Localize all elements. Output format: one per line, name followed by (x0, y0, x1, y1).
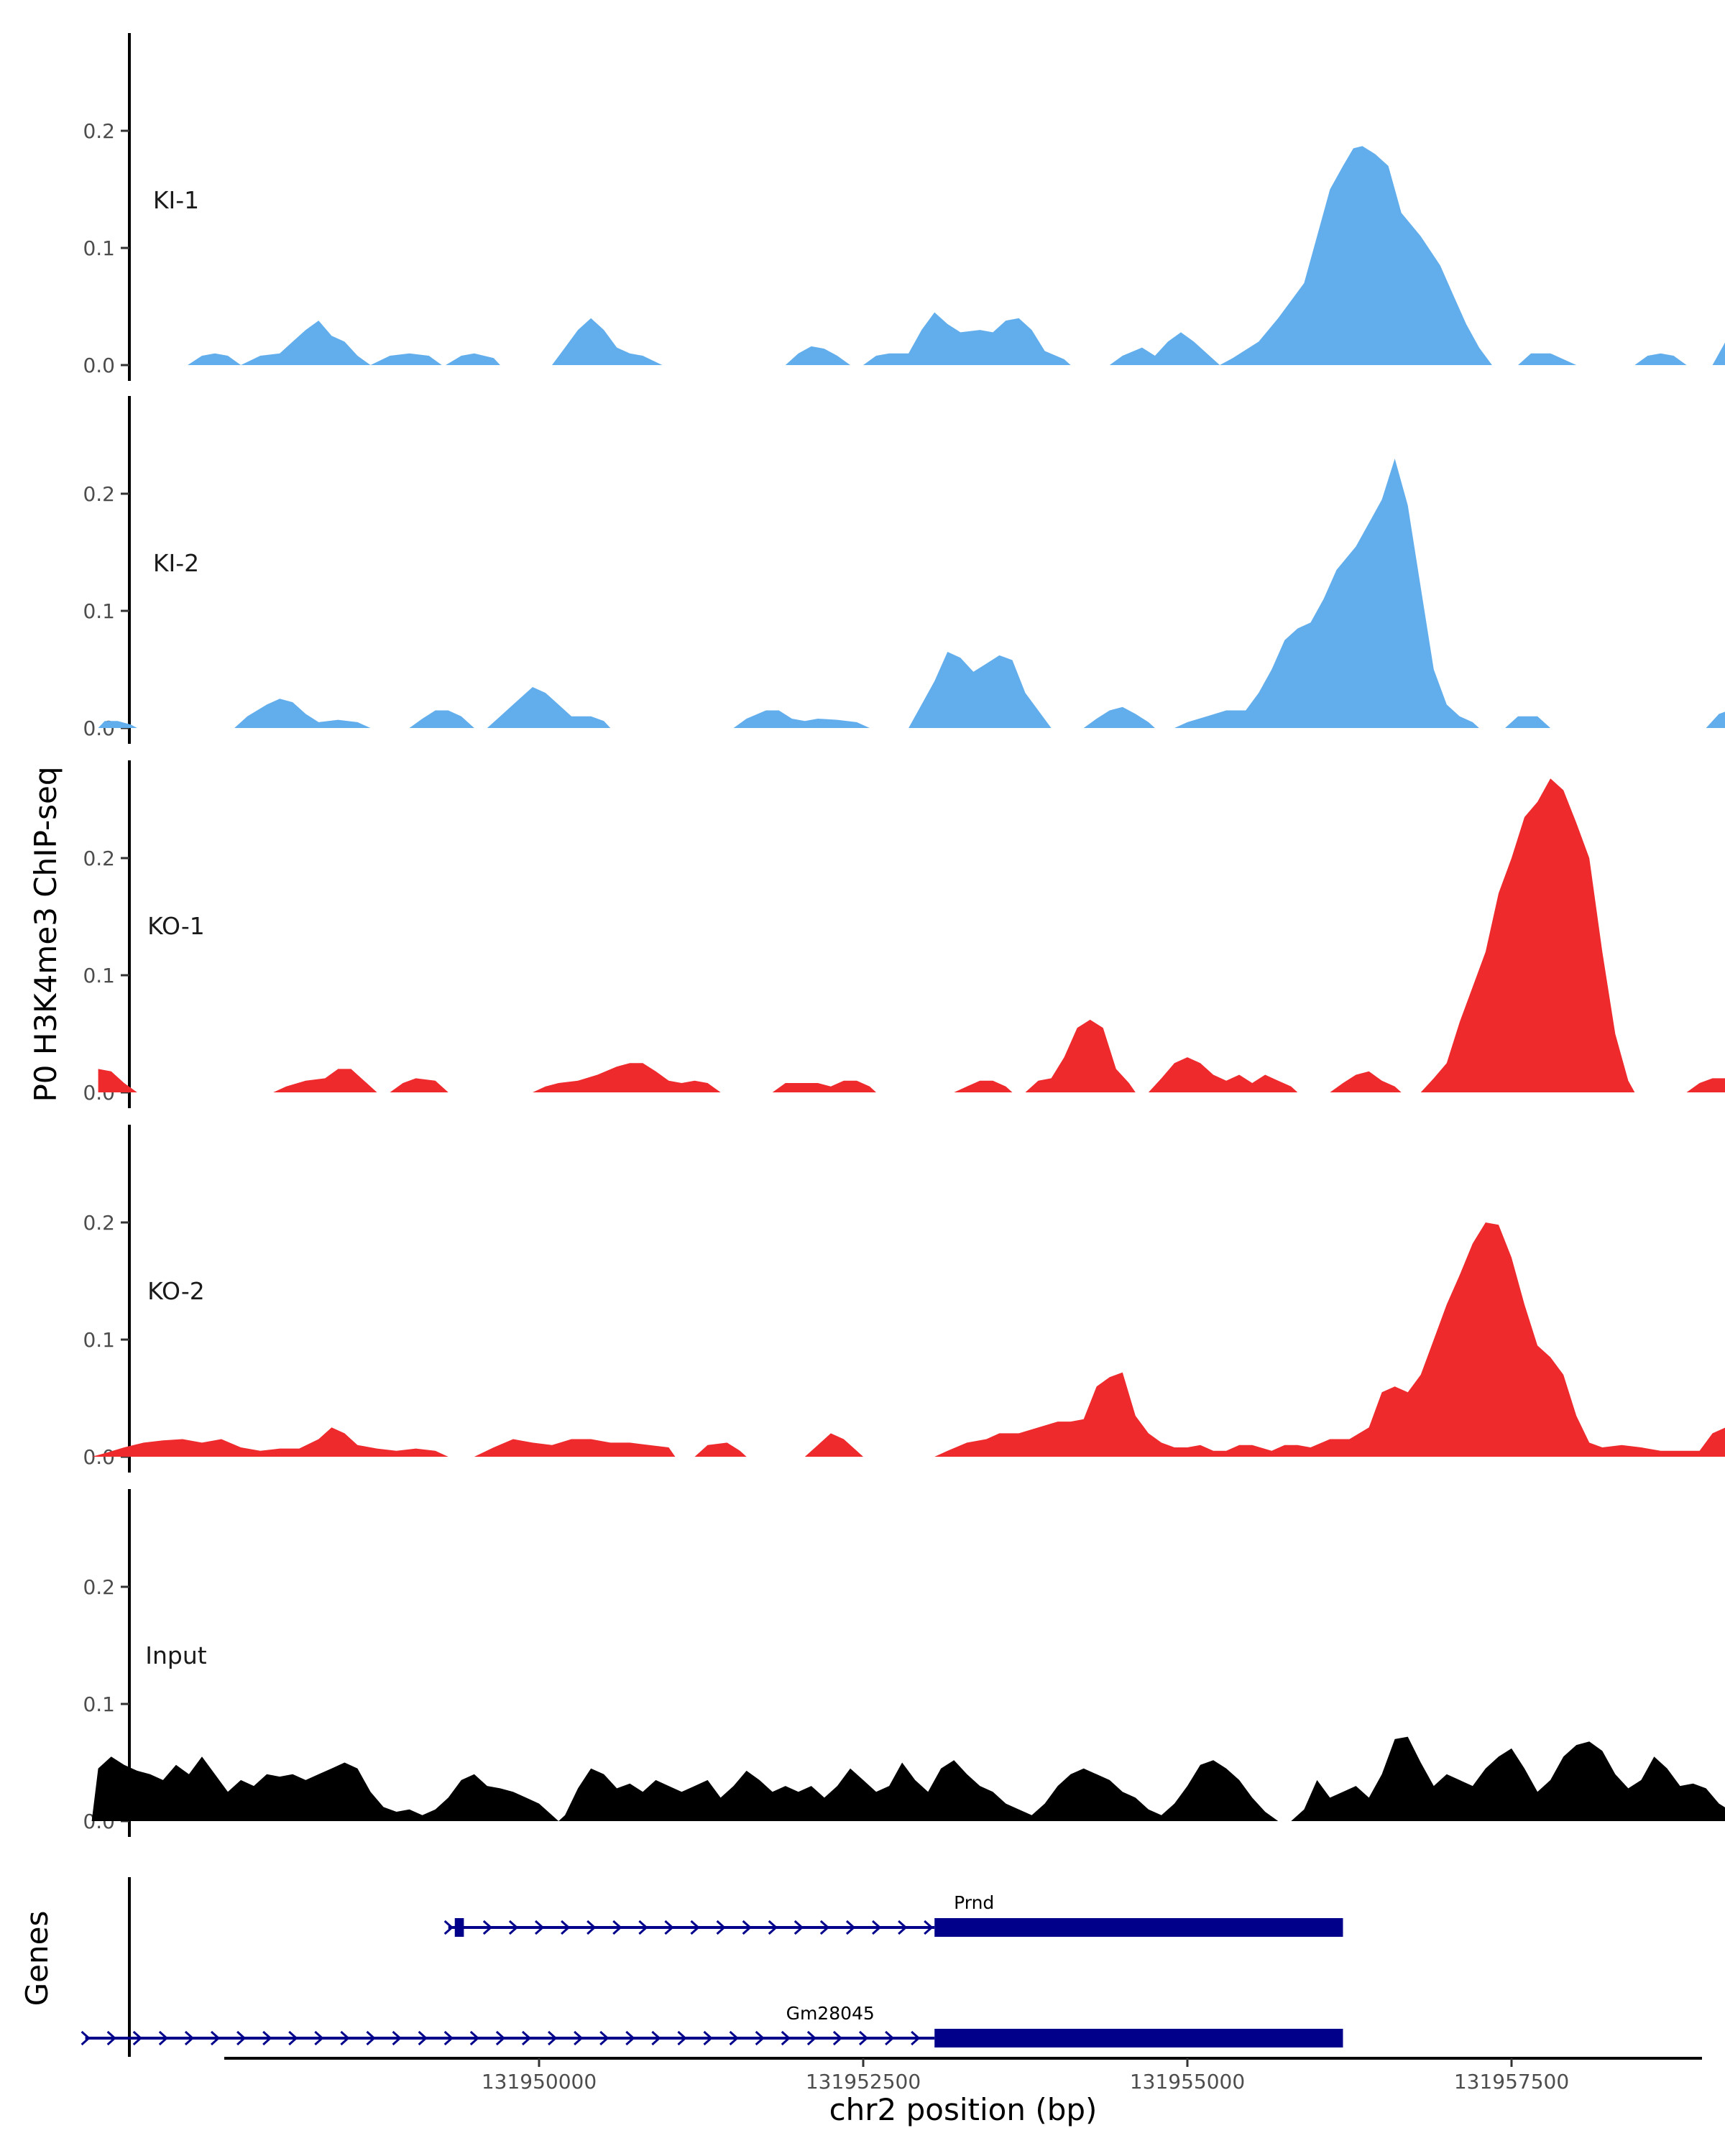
strand-arrow (716, 1920, 726, 1935)
strand-arrow (210, 2030, 221, 2046)
gene-label: Prnd (954, 1892, 994, 1913)
strand-arrow (599, 2030, 610, 2046)
strand-arrow (794, 1920, 804, 1935)
strand-arrow (742, 1920, 752, 1935)
strand-arrow (443, 2030, 454, 2046)
y-tick-label: 0.1 (83, 964, 115, 987)
gene-exon (454, 1918, 464, 1937)
track-label: KO-2 (147, 1277, 205, 1305)
strand-arrow (625, 2030, 635, 2046)
strand-arrow (885, 2030, 895, 2046)
strand-arrow (392, 2030, 402, 2046)
track-ko-1: 0.00.10.2KO-1 (83, 760, 1725, 1108)
y-tick-label: 0.0 (83, 354, 115, 377)
gene-exon (934, 1918, 1343, 1937)
strand-arrow (651, 2030, 661, 2046)
track-label: Input (145, 1641, 207, 1669)
strand-arrow (819, 1920, 830, 1935)
strand-arrow (574, 2030, 584, 2046)
track-ki-1: 0.0 0.1 0.2 KI-1 (83, 33, 1725, 381)
strand-arrow (690, 1920, 700, 1935)
track-label: KI-1 (153, 186, 199, 214)
signal-area-ki-1 (188, 146, 1725, 365)
strand-arrow (845, 1920, 856, 1935)
y-tick-label: 0.2 (83, 482, 115, 506)
track-panels: 0.0 0.1 0.2 KI-1 0.0 0.1 0.2 KI-2 0.0 0.1 0.2 KO-1 0… (83, 33, 1725, 1837)
strand-arrow (106, 2030, 116, 2046)
strand-arrow (586, 1920, 597, 1935)
y-tick-label: 0.2 (83, 1211, 115, 1235)
x-tick-label: 131957500 (1454, 2070, 1569, 2093)
strand-arrow (184, 2030, 195, 2046)
y-tick-label: 0.0 (83, 1445, 115, 1469)
strand-arrow (443, 1920, 454, 1935)
strand-arrow (703, 2030, 713, 2046)
strand-arrow (80, 2030, 91, 2046)
genes-panel: Genes Prnd Gm28045 (19, 1877, 1343, 2057)
y-tick-label: 0.1 (83, 1692, 115, 1716)
track-ko-2: 0.0 0.1 0.2 KO-2 (83, 1125, 1725, 1473)
gene-prnd: Prnd (443, 1892, 1343, 1937)
y-axis-title: P0 H3K4me3 ChIP-seq (28, 766, 63, 1102)
strand-arrow (482, 1920, 493, 1935)
strand-arrow (858, 2030, 869, 2046)
signal-area-ko-1 (98, 778, 1725, 1092)
strand-arrow (561, 1920, 571, 1935)
strand-arrow (729, 2030, 739, 2046)
track-label: KO-1 (147, 912, 205, 940)
track-ki-2: 0.0 0.1 0.2 KI-2 (83, 396, 1725, 744)
strand-arrow (340, 2030, 350, 2046)
strand-arrow (158, 2030, 169, 2046)
gene-exon (934, 2029, 1343, 2047)
strand-arrow (911, 2030, 921, 2046)
y-tick-label: 0.1 (83, 236, 115, 260)
strand-arrow (755, 2030, 765, 2046)
track-label: KI-2 (153, 549, 199, 577)
gene-label: Gm28045 (786, 2003, 875, 2024)
signal-area-ko-2 (91, 1222, 1725, 1457)
genes-axis-title: Genes (19, 1911, 55, 2007)
x-tick-label: 131952500 (806, 2070, 921, 2093)
strand-arrow (469, 2030, 480, 2046)
x-tick-label: 131950000 (482, 2070, 597, 2093)
y-tick-label: 0.1 (83, 1328, 115, 1352)
strand-arrow (781, 2030, 791, 2046)
strand-arrow (314, 2030, 324, 2046)
strand-arrow (677, 2030, 687, 2046)
strand-arrow (768, 1920, 778, 1935)
x-axis-title: chr2 position (bp) (829, 2092, 1098, 2127)
strand-arrow (495, 2030, 506, 2046)
strand-arrow (664, 1920, 674, 1935)
x-axis: 131950000 131952500 131955000 131957500 (224, 2057, 1702, 2093)
strand-arrow (612, 1920, 622, 1935)
strand-arrow (236, 2030, 247, 2046)
strand-arrow (806, 2030, 817, 2046)
strand-arrow (262, 2030, 272, 2046)
y-tick-label: 0.0 (83, 717, 115, 740)
strand-arrow (366, 2030, 376, 2046)
strand-arrow (521, 2030, 532, 2046)
strand-arrow (288, 2030, 298, 2046)
strand-arrow (418, 2030, 428, 2046)
strand-arrow (548, 2030, 558, 2046)
x-tick-label: 131955000 (1130, 2070, 1245, 2093)
strand-arrow (508, 1920, 519, 1935)
y-tick-label: 0.2 (83, 1575, 115, 1599)
gene-gm28045: Gm28045 (80, 2003, 1343, 2047)
strand-arrow (924, 1920, 934, 1935)
signal-area-ki-2 (98, 459, 1725, 728)
y-tick-label: 0.1 (83, 599, 115, 623)
signal-area-input (91, 1736, 1725, 1821)
y-tick-label: 0.2 (83, 119, 115, 143)
strand-arrow (132, 2030, 143, 2046)
strand-arrow (872, 1920, 882, 1935)
y-tick-label: 0.2 (83, 847, 115, 870)
strand-arrow (638, 1920, 648, 1935)
strand-arrow (898, 1920, 908, 1935)
strand-arrow (832, 2030, 843, 2046)
strand-arrow (534, 1920, 545, 1935)
